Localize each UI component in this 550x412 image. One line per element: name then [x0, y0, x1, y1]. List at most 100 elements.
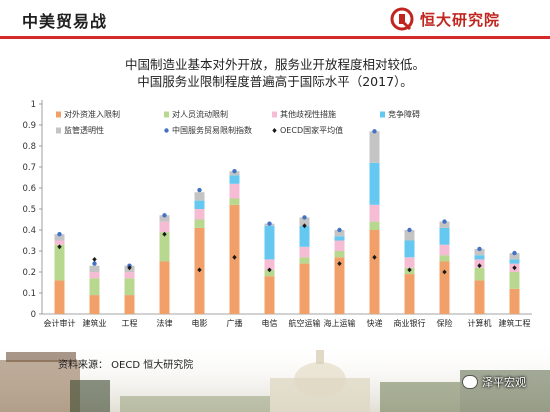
y-tick-label: 0.3 [22, 247, 36, 257]
x-tick-label: 快递 [367, 318, 383, 328]
x-tick-label: 电影 [192, 318, 208, 328]
bar-segment-4 [229, 175, 240, 184]
y-tick-label: 0.5 [22, 205, 36, 215]
y-tick-label: 0.1 [22, 289, 36, 299]
brand-logo: 恒大研究院 [390, 6, 500, 32]
china-index-point [407, 227, 412, 233]
bar-segment-2 [264, 269, 275, 277]
legend-swatch [56, 127, 61, 134]
bar-segment-1 [159, 261, 170, 314]
bar-segment-3 [439, 244, 450, 256]
bar-segment-3 [404, 257, 415, 268]
y-tick-label: 0.6 [22, 184, 36, 194]
header-divider [0, 36, 550, 39]
legend-label: 监管透明性 [64, 125, 104, 135]
bar-segment-1 [124, 295, 135, 314]
legend-swatch [272, 111, 277, 118]
bar-segment-5 [439, 221, 450, 228]
bar-segment-5 [334, 230, 345, 237]
brand-logo-icon [390, 7, 414, 31]
y-tick-label: 0.7 [22, 163, 36, 173]
bar-segment-5 [404, 230, 415, 241]
chart-subtitle-line-1: 中国制造业基本对外开放，服务业开放程度相对较低。 [124, 57, 425, 72]
oecd-average-point [92, 257, 97, 262]
x-tick-label: 广播 [227, 318, 243, 328]
china-index-point [337, 227, 342, 233]
bar-segment-3 [194, 209, 205, 220]
bar-segment-3 [334, 240, 345, 251]
bar-segment-1 [264, 276, 275, 314]
bar-segment-2 [299, 257, 310, 264]
bar-segment-3 [89, 272, 100, 279]
oecd-average-point [127, 265, 132, 271]
china-index-point [232, 169, 237, 174]
oecd-average-point [267, 267, 272, 273]
x-tick-label: 电信 [262, 318, 278, 328]
bar-segment-2 [89, 278, 100, 296]
bar-segment-2 [54, 244, 65, 281]
china-index-point [197, 187, 202, 193]
oecd-average-point [232, 254, 237, 260]
oecd-average-point [372, 254, 377, 260]
bar-segment-1 [439, 261, 450, 314]
bar-segment-2 [439, 255, 450, 262]
wechat-icon [462, 375, 478, 389]
legend-swatch [56, 111, 61, 118]
bar-segment-2 [229, 198, 240, 205]
oecd-average-point [337, 261, 342, 266]
x-tick-label: 航空运输 [289, 318, 321, 328]
bar-segment-4 [509, 259, 520, 264]
bar-segment-4 [369, 162, 380, 205]
bar-segment-4 [264, 225, 275, 260]
x-tick-label: 商业银行 [394, 318, 426, 328]
data-source-note: 资料来源： OECD 恒大研究院 [58, 360, 194, 371]
x-tick-label: 保险 [437, 318, 453, 328]
china-index-point [57, 232, 62, 237]
bar-segment-5 [54, 234, 65, 241]
china-index-point [442, 219, 447, 224]
bar-segment-4 [334, 236, 345, 241]
oecd-average-point [302, 223, 307, 229]
bar-segment-3 [369, 204, 380, 222]
china-index-point [512, 250, 517, 256]
bar-segment-3 [124, 272, 135, 279]
bar-segment-1 [334, 257, 345, 314]
bar-segment-2 [124, 278, 135, 296]
bar-segment-5 [89, 265, 100, 272]
oecd-average-point [407, 267, 412, 273]
legend-label: 中国服务贸易限制指数 [172, 125, 252, 135]
bar-segment-1 [474, 280, 485, 314]
bar-segment-5 [299, 217, 310, 226]
bar-segment-2 [159, 232, 170, 262]
bar-segment-1 [509, 288, 520, 314]
y-tick-label: 1 [31, 100, 36, 110]
legend-marker-diamond [272, 128, 277, 133]
bar-segment-1 [54, 280, 65, 314]
oecd-average-point [442, 269, 447, 275]
y-tick-label: 0 [31, 310, 36, 320]
chart-subtitle-line-2: 中国服务业限制程度普遍高于国际水平（2017）。 [137, 74, 413, 89]
legend-swatch [164, 111, 169, 118]
header: 中美贸易战 恒大研究院 [0, 0, 550, 44]
legend-label: 对外资准入限制 [64, 109, 120, 119]
bar-segment-4 [474, 255, 485, 260]
bar-segment-4 [194, 200, 205, 209]
china-index-point [372, 129, 377, 134]
legend-label: 竞争障碍 [388, 109, 420, 119]
bar-segment-1 [404, 274, 415, 314]
x-tick-label: 建筑工程 [499, 318, 531, 328]
bar-segment-3 [229, 183, 240, 199]
bar-segment-2 [509, 272, 520, 289]
page-title: 中美贸易战 [22, 12, 108, 31]
legend-label: 其他歧视性措施 [280, 109, 336, 119]
bar-segment-2 [369, 221, 380, 230]
china-index-point [302, 215, 307, 220]
x-tick-label: 计算机 [468, 318, 492, 328]
oecd-average-point [477, 263, 482, 269]
bar-segment-5 [159, 215, 170, 222]
bar-segment-4 [439, 227, 450, 245]
bar-segment-5 [194, 192, 205, 201]
bar-segment-2 [474, 267, 485, 281]
x-tick-label: 会计审计 [44, 318, 76, 328]
legend-swatch [380, 111, 385, 118]
